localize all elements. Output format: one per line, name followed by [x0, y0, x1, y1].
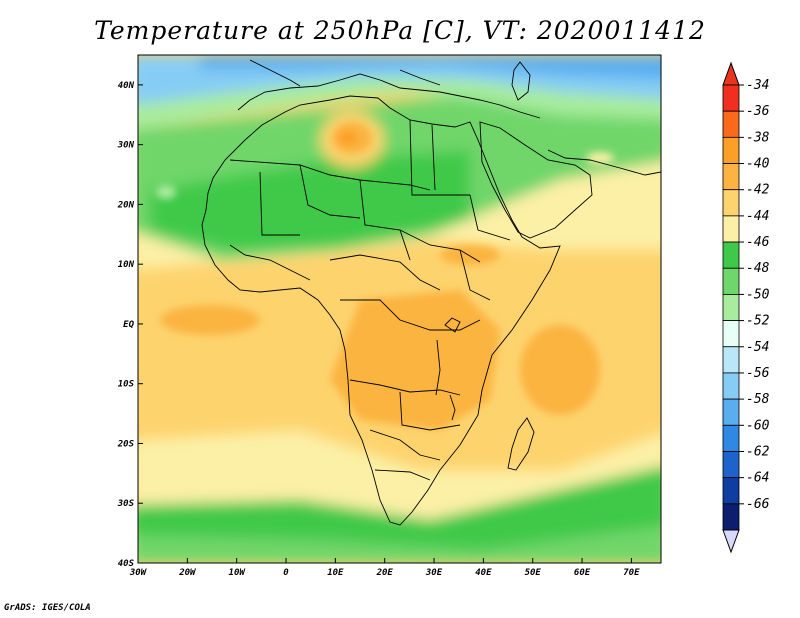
- colorbar-swatch: [722, 424, 740, 452]
- x-tick-label: 20W: [178, 568, 197, 578]
- colorbar-label: -42: [746, 183, 770, 198]
- colorbar: -34 -36 -38 -40 -42 -44 -46 -48 -50 -52 -54 -56 -58 -…: [722, 61, 770, 554]
- map-frame: [137, 54, 662, 564]
- colorbar-top-arrow: [722, 61, 740, 86]
- colorbar-swatch: [722, 477, 740, 505]
- colorbar-swatch: [722, 136, 740, 164]
- colorbar-swatch: [722, 267, 740, 295]
- colorbar-swatch: [722, 372, 740, 400]
- colorbar-swatch: [722, 241, 740, 269]
- colorbar-swatch: [722, 110, 740, 138]
- y-tick-label: 40S: [118, 559, 135, 569]
- colorbar-label: -50: [746, 287, 770, 302]
- colorbar-swatch: [722, 451, 740, 479]
- y-tick-label: EQ: [123, 320, 134, 330]
- map-title: Temperature at 250hPa [C], VT: 202001141…: [94, 16, 706, 45]
- colorbar-swatch: [722, 398, 740, 426]
- x-tick-label: 40E: [475, 568, 492, 578]
- y-tick-label: 10S: [118, 380, 135, 390]
- colorbar-label: -34: [746, 78, 769, 93]
- y-tick-label: 40N: [118, 81, 135, 91]
- colorbar-swatch: [722, 189, 740, 217]
- credit-label: GrADS: IGES/COLA: [4, 603, 91, 613]
- x-tick-label: 30E: [425, 568, 443, 578]
- colorbar-label: -56: [746, 366, 770, 381]
- colorbar-swatch: [722, 294, 740, 321]
- x-tick-label: 0: [283, 568, 289, 578]
- latitude-axis: 40S 30S 20S 10S EQ 10N 20N 30N 40N: [117, 81, 143, 569]
- colorbar-label: -66: [746, 497, 770, 512]
- colorbar-swatch: [722, 163, 740, 191]
- colorbar-label: -48: [746, 261, 770, 276]
- colorbar-label: -54: [746, 340, 769, 355]
- x-tick-label: 50E: [525, 568, 542, 578]
- colorbar-label: -46: [746, 235, 770, 250]
- colorbar-label: -58: [746, 392, 770, 407]
- colorbar-label: -52: [746, 314, 770, 329]
- x-tick-label: 30W: [129, 568, 148, 578]
- x-tick-label: 60E: [574, 568, 591, 578]
- y-tick-label: 10N: [118, 260, 135, 270]
- x-tick-label: 70E: [623, 568, 640, 578]
- longitude-axis: 30W 20W 10W 0 10E 20E 30E 40E 50E 60E 70E: [129, 558, 640, 578]
- y-tick-label: 20S: [117, 439, 135, 449]
- colorbar-label: -38: [746, 130, 770, 145]
- x-tick-label: 10E: [327, 568, 344, 578]
- colorbar-swatch: [722, 346, 740, 374]
- colorbar-label: -44: [746, 209, 769, 224]
- y-tick-label: 30S: [117, 499, 135, 509]
- colorbar-swatch: [722, 320, 740, 348]
- colorbar-label: -36: [746, 104, 770, 119]
- temperature-field: [138, 55, 661, 563]
- colorbar-label: -62: [746, 444, 770, 459]
- colorbar-label: -64: [746, 471, 769, 486]
- colorbar-swatch: [722, 84, 740, 112]
- x-tick-label: 20E: [376, 568, 394, 578]
- colorbar-swatch: [722, 215, 740, 243]
- x-tick-label: 10W: [229, 568, 247, 578]
- coastline-borders: [201, 59, 661, 526]
- colorbar-bottom-arrow: [722, 529, 740, 554]
- colorbar-swatch: [722, 503, 740, 531]
- colorbar-label: -60: [746, 418, 770, 433]
- y-tick-label: 20N: [117, 200, 135, 210]
- y-tick-label: 30N: [117, 141, 135, 151]
- colorbar-label: -40: [746, 157, 770, 172]
